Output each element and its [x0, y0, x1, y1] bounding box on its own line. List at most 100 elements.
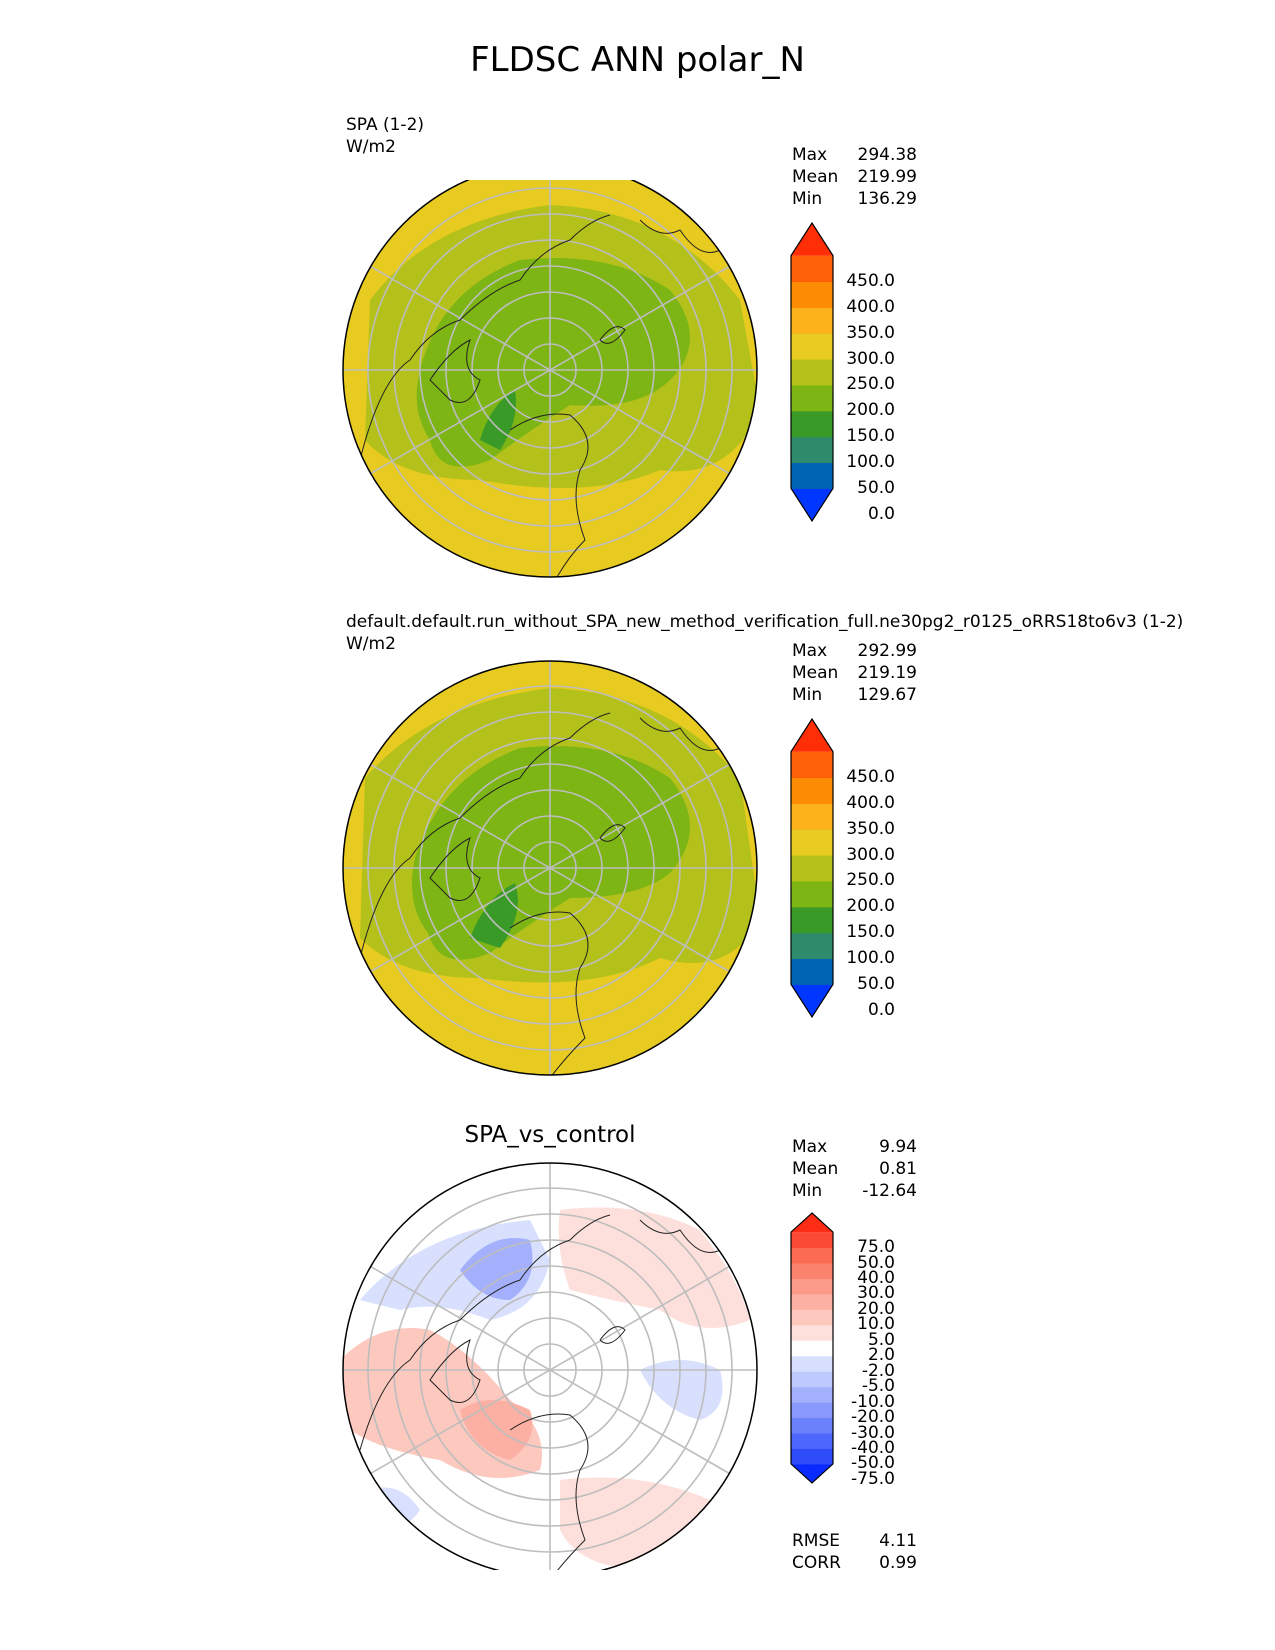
colorbar-swatch	[791, 255, 833, 282]
colorbar-swatch	[791, 1324, 833, 1341]
colorbar-extend-low	[791, 488, 833, 521]
colorbar-tick-label: 250.0	[846, 870, 895, 891]
colorbar-swatch	[791, 803, 833, 830]
colorbar-tick-label: -5.0	[861, 1376, 895, 1397]
colorbar-tick-label: 150.0	[846, 426, 895, 447]
colorbar-swatch	[791, 410, 833, 438]
panel2-colorbar-ticks: 450.0 400.0 350.0 300.0 250.0 200.0 150.0 100.0…	[835, 718, 895, 1018]
panel3-metrics: RMSE 4.11 CORR 0.99	[792, 1530, 917, 1574]
rmse-value: 4.11	[879, 1531, 917, 1551]
panel3-stats: Max 9.94 Mean 0.81 Min -12.64	[792, 1137, 917, 1201]
colorbar-swatch	[791, 436, 833, 464]
corr-label: CORR	[792, 1553, 841, 1573]
panel1-colorbar	[790, 222, 834, 522]
colorbar-tick-label: -2.0	[861, 1360, 895, 1381]
colorbar-swatch	[791, 1371, 833, 1388]
colorbar-swatch	[791, 1355, 833, 1372]
colorbar-swatch	[791, 333, 833, 360]
colorbar-swatch	[791, 855, 833, 882]
colorbar-tick-label: 0.0	[867, 999, 895, 1020]
colorbar-extend-high	[791, 719, 833, 752]
colorbar-tick-label: 250.0	[846, 374, 895, 395]
colorbar-swatch	[791, 1278, 833, 1295]
colorbar-tick-label: 50.0	[857, 973, 895, 994]
panel1-units: W/m2	[346, 137, 396, 157]
colorbar-tick-label: 350.0	[846, 322, 895, 343]
colorbar-swatch	[791, 777, 833, 804]
panel3-title: SPA_vs_control	[464, 1122, 636, 1148]
panel2-coastlines	[359, 712, 721, 1075]
colorbar-tick-label: 0.0	[867, 503, 895, 524]
panel3-map	[342, 1162, 758, 1570]
panel3-graticule	[343, 1163, 757, 1570]
colorbar-swatch	[791, 958, 833, 985]
colorbar-tick-label: 200.0	[846, 400, 895, 421]
colorbar-tick-label: 20.0	[857, 1298, 895, 1319]
panel1-stats: Max 294.38 Mean 219.99 Min 136.29	[792, 145, 917, 209]
colorbar-tick-label: 50.0	[857, 1252, 895, 1273]
colorbar-tick-label: -30.0	[851, 1422, 895, 1443]
panel2-graticule	[343, 661, 757, 1075]
colorbar-tick-label: 75.0	[857, 1237, 895, 1258]
colorbar-swatch	[791, 1402, 833, 1419]
colorbar-swatch	[791, 1309, 833, 1326]
colorbar-swatch	[791, 932, 833, 960]
colorbar-tick-label: 2.0	[867, 1345, 895, 1366]
colorbar-tick-label: 300.0	[846, 844, 895, 865]
colorbar-swatch	[791, 751, 833, 778]
colorbar-tick-label: 150.0	[846, 922, 895, 943]
colorbar-tick-label: 100.0	[846, 452, 895, 473]
panel1-graticule	[343, 180, 757, 577]
colorbar-tick-label: -75.0	[851, 1468, 895, 1489]
colorbar-extend-low	[791, 984, 833, 1017]
colorbar-tick-label: 300.0	[846, 348, 895, 369]
colorbar-tick-label: 400.0	[846, 792, 895, 813]
colorbar-swatch	[791, 1448, 833, 1465]
colorbar-extend-high	[791, 223, 833, 256]
panel3-colorbar	[790, 1212, 834, 1484]
figure-title: FLDSC ANN polar_N	[470, 40, 805, 80]
colorbar-swatch	[791, 1232, 833, 1249]
colorbar-swatch	[791, 1247, 833, 1264]
panel2-name: default.default.run_without_SPA_new_meth…	[346, 612, 1184, 632]
panel1-colorbar-ticks: 450.0 400.0 350.0 300.0 250.0 200.0 150.0 100.0…	[835, 222, 895, 522]
panel2-boundary	[342, 660, 758, 1076]
colorbar-tick-label: 400.0	[846, 296, 895, 317]
colorbar-tick-label: -50.0	[851, 1453, 895, 1474]
panel1-map	[342, 180, 758, 578]
colorbar-tick-label: 100.0	[846, 948, 895, 969]
colorbar-tick-label: -40.0	[851, 1437, 895, 1458]
panel1-coastlines	[359, 214, 721, 577]
panel3-boundary	[342, 1162, 758, 1570]
colorbar-extend-high	[791, 1213, 833, 1233]
colorbar-tick-label: 450.0	[846, 270, 895, 291]
colorbar-tick-label: -20.0	[851, 1407, 895, 1428]
colorbar-tick-label: 350.0	[846, 818, 895, 839]
rmse-label: RMSE	[792, 1531, 841, 1551]
colorbar-swatch	[791, 359, 833, 386]
colorbar-swatch	[791, 1340, 833, 1357]
colorbar-swatch	[791, 307, 833, 334]
colorbar-swatch	[791, 829, 833, 856]
colorbar-swatch	[791, 1386, 833, 1403]
colorbar-tick-label: 10.0	[857, 1314, 895, 1335]
colorbar-tick-label: -10.0	[851, 1391, 895, 1412]
colorbar-swatch	[791, 1417, 833, 1434]
panel3-coastlines	[359, 1214, 721, 1570]
panel2-label: default.default.run_without_SPA_new_meth…	[346, 611, 1183, 655]
colorbar-tick-label: 50.0	[857, 477, 895, 498]
colorbar-swatch	[791, 1293, 833, 1310]
colorbar-swatch	[791, 462, 833, 489]
panel2-stats: Max 292.99 Mean 219.19 Min 129.67	[792, 641, 917, 705]
panel1-boundary	[342, 180, 758, 578]
colorbar-swatch	[791, 1263, 833, 1279]
colorbar-tick-label: 200.0	[846, 896, 895, 917]
colorbar-swatch	[791, 880, 833, 908]
panel3-colorbar-ticks: 75.0 50.0 40.0 30.0 20.0 10.0 5.0 2.0 -2.0 -5.0 -1…	[835, 1212, 895, 1488]
colorbar-swatch	[791, 281, 833, 308]
panel2-map	[342, 660, 758, 1076]
colorbar-swatch	[791, 906, 833, 934]
colorbar-swatch	[791, 1433, 833, 1449]
panel2-colorbar	[790, 718, 834, 1018]
corr-value: 0.99	[879, 1553, 917, 1573]
